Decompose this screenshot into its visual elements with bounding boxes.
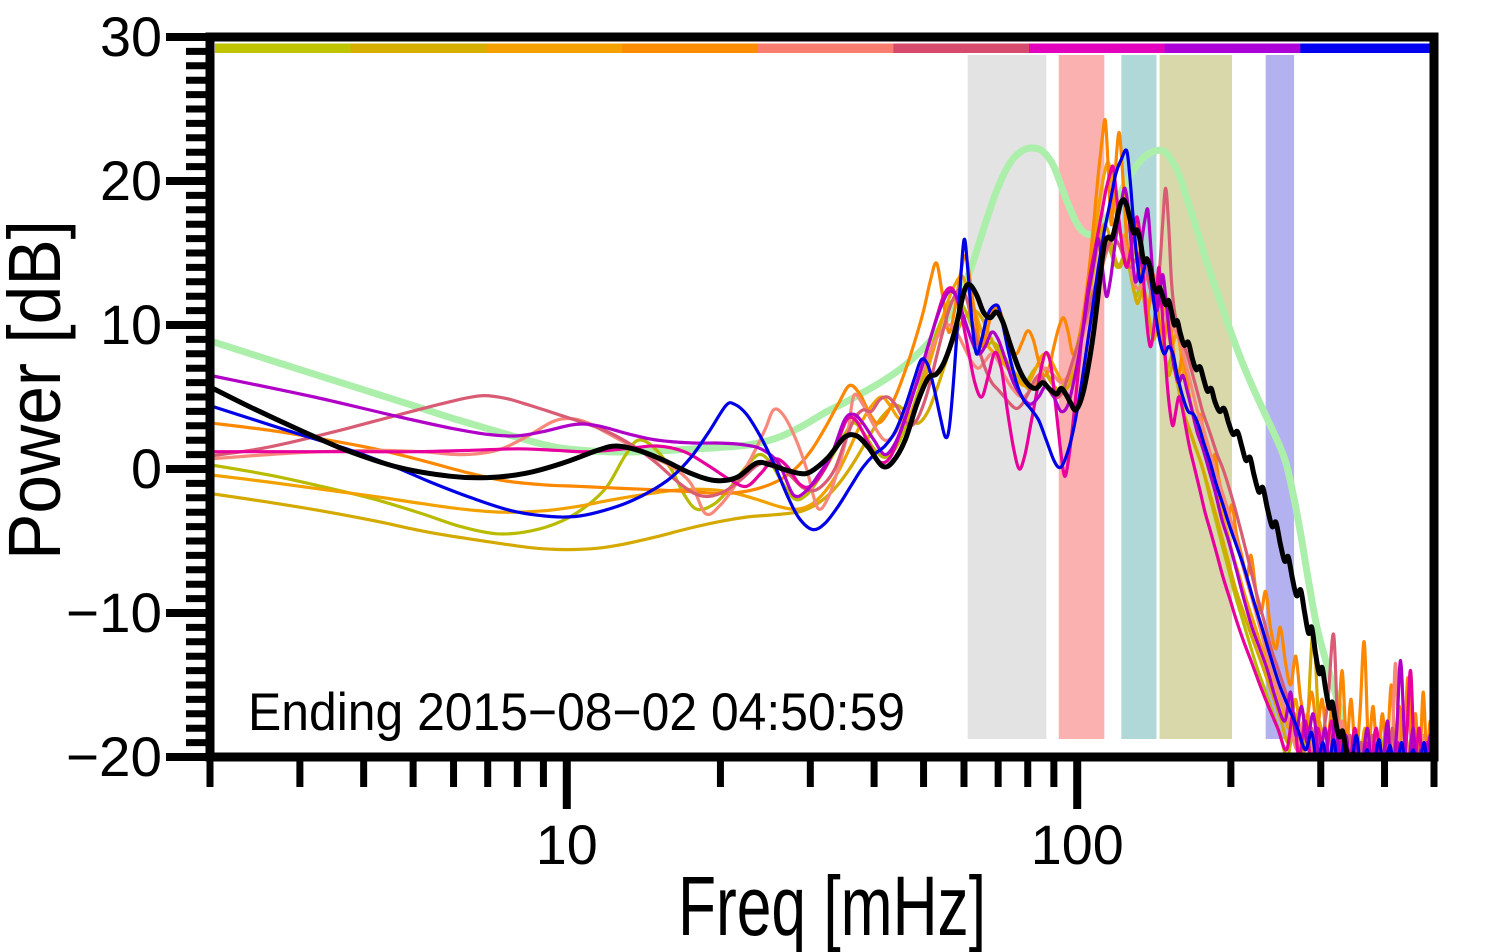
- strip-segment-6: [893, 43, 1030, 53]
- strip-segment-8: [1164, 43, 1301, 53]
- y-axis: 30 20 10 0 −10 −20: [66, 5, 206, 788]
- y-axis-title: Power [dB]: [0, 220, 76, 560]
- highlight-band-4: [1159, 55, 1232, 739]
- x-tick-label: 10: [536, 813, 598, 876]
- y-tick-label: −10: [66, 581, 162, 644]
- highlight-band-5: [1265, 55, 1295, 739]
- strip-segment-7: [1029, 43, 1166, 53]
- series-blue-line: [214, 148, 1428, 753]
- strip-segment-2: [350, 43, 487, 53]
- plot-frame: [205, 32, 1439, 762]
- y-tick-label: 30: [100, 5, 162, 68]
- strip-segment-3: [486, 43, 623, 53]
- series-purple-line: [214, 186, 1430, 753]
- strip-segment-1: [215, 43, 352, 53]
- series-dark-orange-line: [214, 117, 1430, 753]
- y-tick-label: 0: [131, 437, 162, 500]
- series-lines: [214, 117, 1430, 753]
- time-color-strip: [215, 43, 1437, 53]
- strip-segment-9: [1300, 43, 1437, 53]
- y-tick-label: −20: [66, 725, 162, 788]
- strip-segment-4: [622, 43, 759, 53]
- highlight-band-3: [1121, 55, 1157, 739]
- x-tick-label: 100: [1031, 813, 1124, 876]
- ending-timestamp-annotation: Ending 2015−08−02 04:50:59: [248, 683, 905, 742]
- series-black-mean-line: [214, 197, 1356, 753]
- x-axis: 10 100: [206, 761, 1438, 876]
- y-tick-label: 10: [100, 293, 162, 356]
- x-axis-title: Freq [mHz]: [678, 859, 986, 952]
- y-tick-label: 20: [100, 149, 162, 212]
- strip-segment-5: [757, 43, 894, 53]
- series-gold-line: [214, 222, 1430, 753]
